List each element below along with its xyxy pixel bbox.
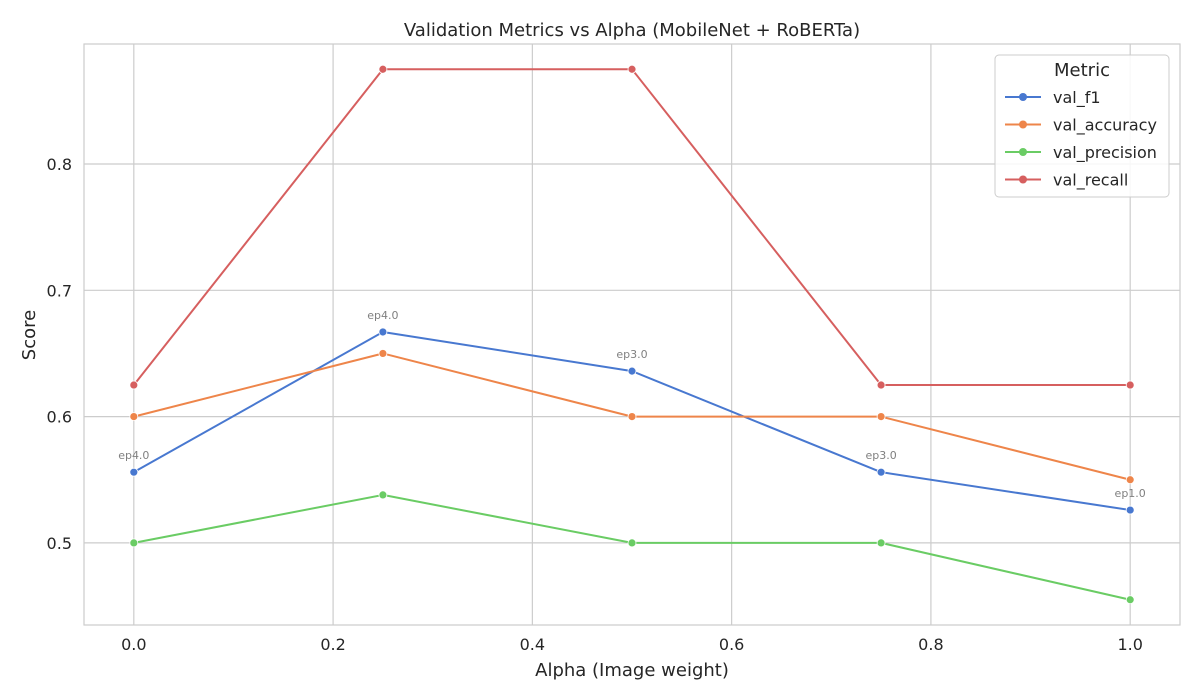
data-point bbox=[129, 380, 139, 390]
epoch-annotation: ep1.0 bbox=[1115, 487, 1146, 500]
plot-area-frame bbox=[83, 43, 1181, 626]
x-tick-label: 0.0 bbox=[121, 635, 146, 654]
legend-item-val_accuracy: val_accuracy bbox=[1005, 116, 1157, 136]
data-point bbox=[378, 64, 388, 74]
legend-box bbox=[994, 54, 1170, 198]
legend-items: val_f1 val_accuracy val_precision val_recal… bbox=[1005, 88, 1157, 191]
legend-label: val_precision bbox=[1053, 143, 1157, 163]
data-point bbox=[876, 467, 886, 477]
data-point bbox=[627, 366, 637, 376]
legend-marker bbox=[1019, 93, 1027, 101]
data-point bbox=[378, 327, 388, 337]
x-tick-label: 0.8 bbox=[918, 635, 943, 654]
data-point bbox=[378, 490, 388, 500]
data-point bbox=[1125, 595, 1135, 605]
series-val_accuracy bbox=[129, 349, 1135, 485]
legend-marker bbox=[1019, 148, 1027, 156]
data-point bbox=[876, 412, 886, 421]
legend-label: val_f1 bbox=[1053, 88, 1101, 108]
y-axis-label: Score bbox=[19, 310, 40, 360]
x-axis-label: Alpha (Image weight) bbox=[535, 660, 729, 681]
data-point bbox=[627, 412, 637, 421]
legend: Metric val_f1val_accuracyval_precisionva… bbox=[994, 54, 1170, 198]
data-point bbox=[1125, 505, 1135, 515]
x-tick-label: 0.2 bbox=[320, 635, 345, 654]
data-point bbox=[129, 538, 139, 548]
data-point bbox=[876, 380, 886, 390]
data-point bbox=[129, 467, 139, 477]
series-line bbox=[133, 68, 1131, 387]
x-tick-label: 0.6 bbox=[719, 635, 744, 654]
chart-title: Validation Metrics vs Alpha (MobileNet +… bbox=[404, 20, 860, 41]
data-point bbox=[129, 412, 139, 421]
legend-label: val_accuracy bbox=[1053, 116, 1157, 136]
series-val_recall bbox=[129, 64, 1135, 390]
y-tick-label: 0.6 bbox=[47, 408, 72, 427]
epoch-annotation: ep4.0 bbox=[118, 449, 149, 462]
y-tick-label: 0.8 bbox=[47, 155, 72, 174]
series-val_precision bbox=[129, 490, 1135, 605]
legend-item-val_f1: val_f1 bbox=[1005, 88, 1101, 108]
epoch-annotations: ep4.0 ep4.0 ep3.0 ep3.0 ep1.0 bbox=[118, 309, 1146, 500]
legend-label: val_recall bbox=[1053, 171, 1128, 191]
series-val_f1 bbox=[129, 327, 1135, 515]
data-point bbox=[876, 538, 886, 548]
y-tick-label: 0.7 bbox=[47, 281, 72, 300]
tick-labels: 0.0 0.2 0.4 0.6 0.8 1.0 0.5 0.6 0.7 0.8 bbox=[47, 155, 1143, 654]
series-lines bbox=[129, 64, 1135, 605]
data-point bbox=[627, 64, 637, 74]
epoch-annotation: ep3.0 bbox=[865, 449, 896, 462]
epoch-annotation: ep3.0 bbox=[616, 348, 647, 361]
legend-title: Metric bbox=[1054, 60, 1110, 81]
y-tick-label: 0.5 bbox=[47, 534, 72, 553]
legend-marker bbox=[1019, 120, 1027, 129]
legend-marker bbox=[1019, 175, 1027, 184]
data-point bbox=[1125, 475, 1135, 485]
data-point bbox=[627, 538, 637, 548]
x-tick-label: 1.0 bbox=[1117, 635, 1142, 654]
data-point bbox=[378, 349, 388, 358]
legend-item-val_recall: val_recall bbox=[1005, 171, 1128, 191]
legend-item-val_precision: val_precision bbox=[1005, 143, 1157, 163]
x-tick-label: 0.4 bbox=[520, 635, 545, 654]
series-line bbox=[133, 493, 1131, 601]
epoch-annotation: ep4.0 bbox=[367, 309, 398, 322]
data-point bbox=[1125, 380, 1135, 390]
